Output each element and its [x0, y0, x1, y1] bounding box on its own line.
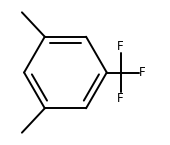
Text: F: F	[117, 92, 124, 105]
Text: F: F	[117, 40, 124, 53]
Text: F: F	[139, 66, 145, 79]
